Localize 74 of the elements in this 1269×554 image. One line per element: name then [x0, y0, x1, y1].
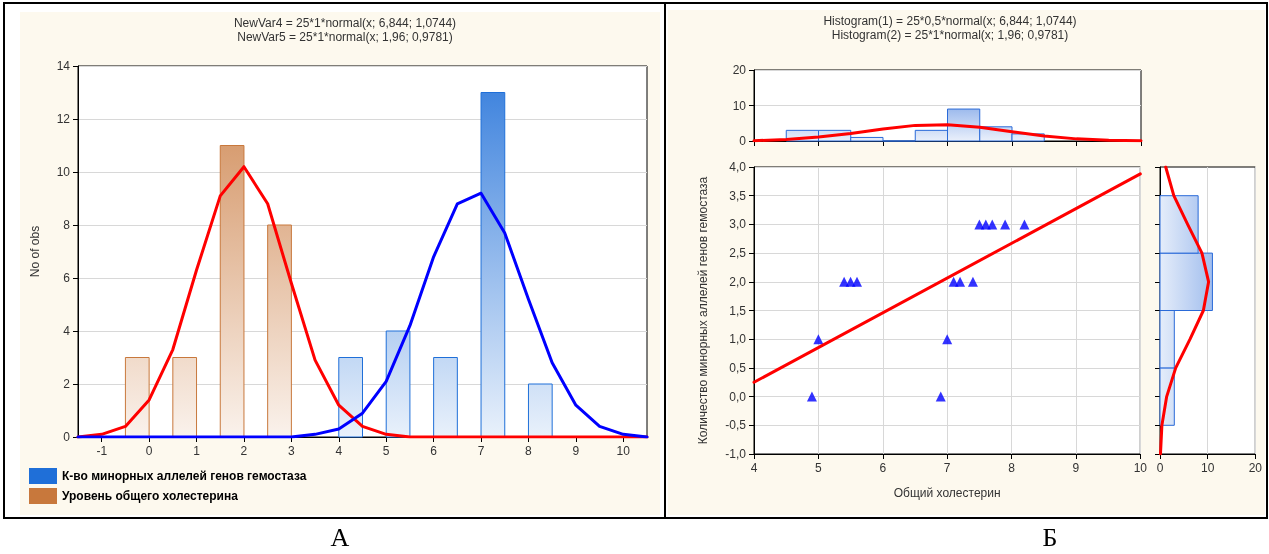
x-tick-label: 2: [240, 444, 248, 458]
x-tick-label: 0: [1156, 461, 1164, 475]
point: [852, 276, 863, 287]
x-tick-label: 0: [145, 444, 153, 458]
x-tick-label: 4: [750, 461, 758, 475]
legend-label: Уровень общего холестерина: [62, 489, 239, 503]
y-tick-label: 12: [56, 112, 71, 126]
legend-label: К-во минорных аллелей генов гемостаза: [62, 469, 307, 483]
bar: [219, 145, 245, 438]
x-tick-label: 5: [815, 461, 823, 475]
bar: [124, 357, 150, 438]
y-tick-label: 1,0: [729, 332, 747, 347]
x-tick-label: 7: [943, 461, 951, 475]
y-tick-label: 1,5: [729, 303, 747, 318]
y-tick-label: 0: [739, 134, 747, 148]
point: [1000, 219, 1011, 230]
text: Б: [1041, 523, 1059, 553]
y-tick-label: 3,5: [729, 188, 747, 203]
bar: [172, 357, 198, 438]
x-tick-label: 8: [1008, 461, 1016, 475]
point: [955, 276, 966, 287]
point: [935, 391, 946, 402]
bar: [338, 357, 363, 438]
x-tick-label: 4: [335, 444, 343, 458]
x-tick-label: 7: [477, 444, 485, 458]
point: [967, 276, 978, 287]
y-tick-label: 0: [63, 430, 71, 444]
bar: [385, 330, 411, 438]
x-tick-label: 9: [1072, 461, 1080, 475]
y-tick-label: -0,5: [725, 418, 747, 433]
y-tick-label: 8: [63, 218, 71, 232]
y-tick-label: 4,0: [729, 160, 747, 174]
x-tick-label: 9: [572, 444, 580, 458]
bar: [433, 357, 458, 438]
y-tick-label: -1,0: [725, 447, 747, 461]
x-axis-title: Общий холестерин: [893, 486, 1001, 500]
y-tick-label: 2,0: [729, 274, 747, 289]
y-tick-label: 2: [63, 377, 71, 391]
x-tick-label: 20: [1248, 461, 1263, 475]
point: [987, 219, 998, 230]
x-tick-label: 10: [1133, 461, 1148, 475]
chart-title: NewVar4 = 25*1*normal(x; 6,844; 1,0744): [233, 16, 457, 30]
chart-subtitle: Histogram(2) = 25*1*normal(x; 1,96; 0,9781): [831, 28, 1069, 42]
y-tick-label: 4: [63, 324, 71, 338]
x-tick-label: 5: [382, 444, 390, 458]
bar: [267, 224, 292, 438]
chart-title: Histogram(1) = 25*0,5*normal(x; 6,844; 1,0744): [823, 14, 1077, 28]
x-tick-label: 8: [525, 444, 533, 458]
x-tick-label: 10: [616, 444, 631, 458]
point: [1019, 219, 1030, 230]
x-tick-label: 6: [430, 444, 438, 458]
y-axis-title: No of obs: [28, 225, 42, 278]
point: [806, 391, 817, 402]
text: А: [329, 523, 351, 553]
chart-subtitle: NewVar5 = 25*1*normal(x; 1,96; 0,9781): [237, 30, 453, 44]
x-tick-label: 6: [879, 461, 887, 475]
y-axis-title: Количество минорных аллелей генов гемостаза: [696, 176, 710, 445]
y-tick-label: 6: [63, 271, 71, 285]
y-tick-label: 0,5: [729, 360, 747, 375]
x-tick-label: -1: [96, 444, 108, 458]
y-tick-label: 3,0: [729, 217, 747, 232]
point: [813, 334, 824, 345]
y-tick-label: 20: [732, 63, 747, 77]
bar: [480, 92, 506, 438]
bar: [527, 383, 553, 438]
x-tick-label: 3: [288, 444, 296, 458]
y-tick-label: 10: [732, 98, 747, 113]
y-tick-label: 0,0: [729, 389, 747, 404]
x-tick-label: 1: [193, 444, 201, 458]
y-tick-label: 14: [56, 59, 71, 73]
x-tick-label: 10: [1200, 461, 1215, 475]
y-tick-label: 10: [56, 165, 71, 179]
y-tick-label: 2,5: [729, 246, 747, 261]
point: [942, 334, 953, 345]
